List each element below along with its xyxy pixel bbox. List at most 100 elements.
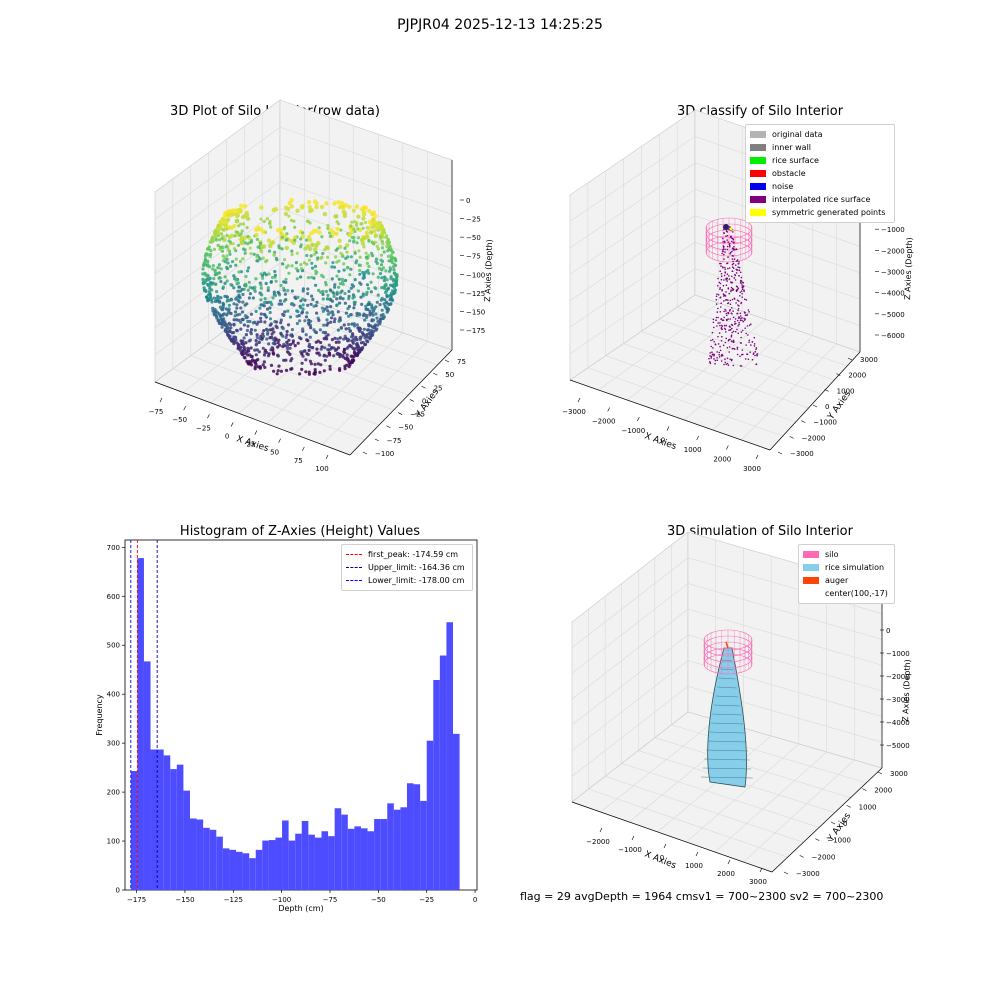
data-point [731, 270, 734, 273]
data-point [721, 335, 723, 338]
data-point [360, 302, 364, 306]
data-point [737, 308, 740, 310]
data-point [725, 299, 728, 301]
data-point [285, 344, 290, 348]
data-point [347, 304, 351, 309]
data-point [314, 304, 318, 308]
data-point [728, 351, 730, 353]
data-point [256, 259, 260, 263]
data-point [228, 327, 232, 331]
grid-line [657, 735, 772, 833]
tick-label: −125 [224, 896, 243, 904]
data-point [277, 246, 281, 250]
data-point [733, 277, 736, 279]
data-point [270, 240, 276, 245]
data-point [347, 326, 351, 331]
data-point [369, 222, 374, 228]
classify-3d-xlabel: X Axies [643, 431, 678, 452]
tick-label: −100 [375, 450, 394, 458]
data-point [361, 226, 365, 230]
data-point [206, 298, 211, 302]
data-point [227, 234, 232, 240]
histogram-bar [130, 771, 138, 890]
tick-label: −175 [127, 896, 146, 904]
data-point [240, 310, 245, 314]
data-point [368, 309, 372, 313]
classify-3d-zlabel: Z Axies (Depth) [903, 237, 914, 300]
data-point [285, 340, 289, 344]
data-point [295, 321, 299, 326]
data-point [239, 222, 243, 226]
data-point [720, 354, 723, 357]
data-point [341, 282, 345, 286]
data-point [735, 322, 737, 325]
data-point [742, 353, 744, 356]
data-point [360, 241, 366, 246]
data-point [336, 200, 341, 205]
data-point [322, 353, 326, 357]
data-point [355, 221, 359, 225]
data-point [226, 225, 232, 230]
data-point [318, 353, 322, 357]
data-point [234, 230, 238, 234]
data-point [326, 309, 330, 313]
tick-mark [207, 414, 210, 419]
data-point [736, 259, 739, 261]
data-point [267, 272, 271, 276]
data-point [329, 305, 333, 309]
data-point [289, 204, 294, 209]
data-point [335, 247, 339, 251]
data-point [727, 318, 729, 320]
histogram-bar [143, 661, 151, 890]
data-point [331, 261, 335, 265]
data-point [348, 329, 352, 333]
data-point [755, 363, 757, 366]
data-point [713, 353, 716, 356]
data-point [384, 283, 388, 288]
data-point [249, 312, 253, 316]
legend-swatch [750, 170, 766, 177]
data-point [729, 299, 732, 302]
tick-label: 0 [843, 820, 847, 828]
data-point [350, 360, 354, 364]
data-point [726, 314, 728, 317]
surface-mesh-line [717, 686, 737, 689]
data-point [723, 274, 726, 277]
histogram-title: Histogram of Z-Axies (Height) Values [179, 524, 421, 539]
data-point [261, 346, 265, 350]
data-point [318, 370, 322, 374]
legend-swatch [750, 183, 766, 190]
data-point [281, 326, 285, 331]
data-point [240, 318, 244, 322]
data-point [280, 235, 284, 239]
data-point [205, 273, 209, 277]
data-point [233, 310, 238, 314]
data-point [732, 339, 735, 342]
simulation-3d-xlabel: X Axies [643, 850, 678, 872]
data-point [724, 271, 726, 273]
tick-label: 500 [107, 642, 120, 650]
grid-line [262, 302, 438, 366]
data-point [315, 347, 319, 351]
surface-mesh-line [704, 758, 750, 761]
data-point [285, 329, 289, 334]
data-point [740, 290, 743, 293]
data-point [224, 307, 228, 311]
data-point [337, 340, 341, 344]
tick-label: −3000 [562, 408, 586, 416]
data-point [349, 267, 353, 271]
data-point [223, 320, 227, 324]
data-point [367, 264, 371, 269]
data-point [220, 236, 224, 241]
data-point [740, 301, 743, 304]
grid-line [154, 153, 453, 247]
legend-label: inner wall [772, 143, 812, 152]
data-point [729, 226, 731, 228]
data-point [725, 284, 728, 287]
data-point [287, 214, 291, 218]
data-point [721, 324, 723, 327]
data-point [714, 362, 716, 365]
data-point [261, 332, 265, 336]
data-point [359, 222, 363, 226]
data-point [734, 264, 737, 267]
